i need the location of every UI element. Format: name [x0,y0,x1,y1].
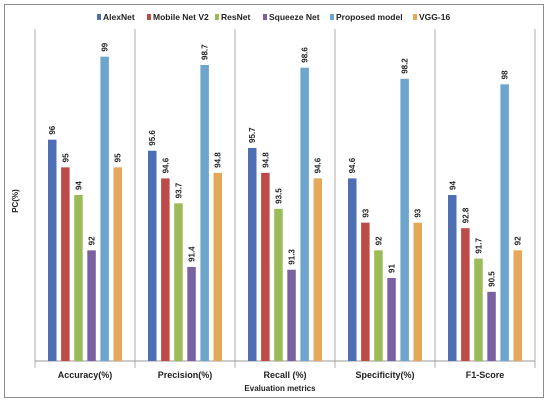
category-label: Specificity(%) [355,370,414,380]
data-label: 96 [48,125,57,134]
data-label: 94 [448,181,457,190]
data-label: 94.6 [161,157,170,173]
bar [100,56,109,362]
bar [487,291,496,361]
data-labels: 96 95 94 92 99 95 95.6 94.6 93.7 91.4 98.7 94.8 95.7… [48,42,523,287]
bar [300,67,309,361]
data-label: 94.8 [261,152,270,168]
bar [261,172,270,361]
chart-frame: AlexNet Mobile Net V2 ResNet Squeeze Net Pro… [4,4,544,398]
bar [374,250,383,361]
y-axis-title: PC(%) [11,189,20,213]
data-label: 95.6 [148,130,157,146]
legend-swatch [147,14,151,20]
legend-swatch [263,14,267,20]
category-label: Accuracy(%) [58,370,113,380]
data-label: 92 [374,236,383,245]
legend-label: AlexNet [103,12,135,22]
data-label: 93 [361,208,370,217]
bars [48,56,522,362]
bar [200,64,209,361]
data-label: 93.7 [174,182,183,198]
legend-item: Proposed model [330,12,403,22]
bar [313,178,322,361]
bar [513,250,522,361]
legend-label: Mobile Net V2 [153,12,209,22]
data-label: 92 [514,236,523,245]
x-axis-title: Evaluation metrics [244,384,316,393]
data-label: 93.5 [274,188,283,204]
bar [287,269,296,361]
legend-swatch [97,14,101,20]
data-label: 91 [388,264,397,273]
bar [213,172,222,361]
data-label: 91.3 [288,249,297,265]
bar [500,84,509,361]
data-label: 92.8 [461,207,470,223]
legend-label: ResNet [221,12,250,22]
legend-item: ResNet [215,12,250,22]
data-label: 93 [414,208,423,217]
legend-item: Mobile Net V2 [147,12,209,22]
data-label: 94.6 [348,157,357,173]
legend-item: AlexNet [97,12,135,22]
bar [448,195,457,361]
bar [187,266,196,361]
bar [48,139,57,361]
bar [461,228,470,361]
category-label: Precision(%) [158,370,213,380]
bar [387,278,396,361]
bar [74,195,83,361]
bar [474,258,483,361]
bar [148,150,157,361]
category-label: F1-Score [466,370,505,380]
data-label: 91.4 [188,246,197,262]
bar [274,208,283,361]
data-label: 91.7 [474,238,483,254]
legend-item: VGG-16 [413,12,450,22]
data-label: 99 [101,42,110,51]
bar [248,147,257,361]
legend-swatch [330,14,334,20]
bar [174,203,183,361]
legend-label: Squeeze Net [269,12,320,22]
legend-swatch [413,14,417,20]
plot-area [34,29,536,368]
bar [61,167,70,361]
bar [361,222,370,361]
data-label: 94.8 [214,152,223,168]
category-label: Recall (%) [263,370,306,380]
bar [348,178,357,361]
data-label: 94.6 [314,157,323,173]
data-label: 98.6 [301,47,310,63]
data-label: 94 [74,181,83,190]
bar [413,222,422,361]
legend-label: Proposed model [336,12,403,22]
data-label: 95 [61,153,70,162]
bar [87,250,96,361]
category-labels: Accuracy(%) Precision(%) Recall (%) Specifi… [58,370,505,380]
bar [400,78,409,362]
legend-swatch [215,14,219,20]
data-label: 98.2 [401,58,410,74]
bar [113,167,122,361]
data-label: 95 [114,153,123,162]
legend-label: VGG-16 [419,12,450,22]
data-label: 95.7 [248,127,257,143]
data-label: 98 [501,70,510,79]
data-label: 90.5 [488,271,497,287]
data-label: 92 [88,236,97,245]
bar [161,178,170,361]
bar-chart: AlexNet Mobile Net V2 ResNet Squeeze Net Pro… [11,12,536,393]
legend: AlexNet Mobile Net V2 ResNet Squeeze Net Pro… [97,12,450,22]
data-label: 98.7 [201,44,210,60]
legend-item: Squeeze Net [263,12,320,22]
